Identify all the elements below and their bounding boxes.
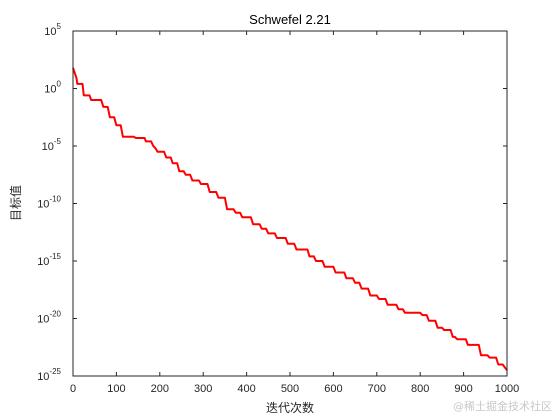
x-tick-label: 900 xyxy=(454,383,472,395)
x-tick-label: 1000 xyxy=(495,383,519,395)
x-tick-label: 400 xyxy=(237,383,255,395)
y-tick-label: 10-20 xyxy=(37,310,61,326)
x-tick-label: 500 xyxy=(281,383,299,395)
x-tick-label: 300 xyxy=(194,383,212,395)
y-tick-label: 10-15 xyxy=(37,252,61,268)
y-tick-label: 105 xyxy=(44,22,61,38)
x-axis-label: 迭代次数 xyxy=(266,400,314,415)
y-tick-label: 10-25 xyxy=(37,367,61,383)
x-tick-label: 0 xyxy=(70,383,76,395)
y-tick-label: 10-5 xyxy=(42,137,62,153)
x-tick-label: 100 xyxy=(107,383,125,395)
chart-title: Schwefel 2.21 xyxy=(249,12,331,27)
y-tick-label: 100 xyxy=(44,80,61,96)
x-tick-label: 200 xyxy=(151,383,169,395)
y-axis-label: 目标值 xyxy=(8,185,23,221)
y-tick-label: 10-10 xyxy=(37,195,61,211)
plot-background xyxy=(73,31,507,376)
series-line xyxy=(72,67,508,371)
x-tick-label: 600 xyxy=(324,383,342,395)
watermark: @稀土掘金技术社区 xyxy=(453,400,552,413)
x-tick-label: 700 xyxy=(368,383,386,395)
x-tick-label: 800 xyxy=(411,383,429,395)
plot-frame xyxy=(72,30,508,377)
